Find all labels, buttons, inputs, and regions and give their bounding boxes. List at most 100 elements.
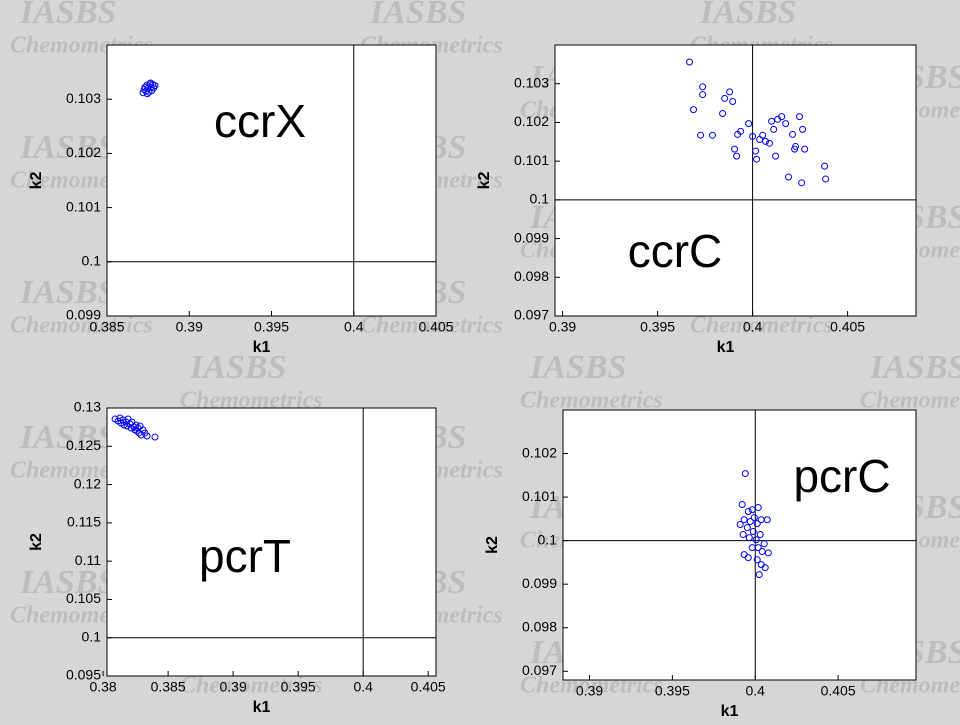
- annotation: pcrC: [793, 450, 890, 502]
- point: [719, 110, 727, 118]
- x-tick-label: 0.395: [281, 679, 316, 695]
- point: [690, 106, 698, 114]
- y-tick-label: 0.098: [514, 268, 549, 284]
- point: [753, 556, 761, 564]
- point: [801, 145, 809, 153]
- point: [749, 132, 757, 140]
- point: [759, 131, 767, 139]
- watermark-title: IASBS: [529, 349, 626, 386]
- x-tick-label: 0.4: [344, 319, 364, 335]
- y-axis-label: k2: [28, 172, 45, 190]
- point: [761, 564, 769, 572]
- x-axis-label: k1: [253, 339, 271, 356]
- watermark-subtitle: Chemometrics: [690, 313, 833, 339]
- point: [740, 516, 748, 524]
- point: [147, 79, 155, 87]
- y-axis-label: k2: [484, 536, 501, 554]
- x-tick-label: 0.395: [254, 319, 289, 335]
- point: [760, 540, 768, 548]
- point: [697, 131, 705, 139]
- x-tick-label: 0.395: [640, 319, 675, 335]
- y-axis-label: k2: [476, 172, 493, 190]
- point: [796, 113, 804, 121]
- point: [792, 142, 800, 150]
- annotation: ccrX: [214, 95, 306, 147]
- point: [749, 528, 757, 535]
- point: [770, 125, 778, 133]
- point: [699, 91, 707, 99]
- point: [789, 130, 796, 138]
- point: [768, 117, 776, 125]
- x-tick-label: 0.4: [353, 679, 373, 695]
- x-tick-label: 0.4: [743, 319, 763, 335]
- point: [733, 152, 741, 160]
- point: [743, 524, 751, 532]
- y-tick-label: 0.101: [66, 198, 101, 214]
- point: [798, 179, 806, 187]
- point: [744, 554, 752, 562]
- point: [151, 433, 159, 441]
- plot-area: [106, 44, 437, 317]
- x-tick-label: 0.385: [89, 319, 124, 335]
- y-tick-label: 0.1: [82, 253, 102, 269]
- watermark-title: IASBS: [369, 0, 466, 31]
- point: [748, 506, 756, 514]
- x-axis-label: k1: [253, 699, 271, 716]
- point: [752, 147, 760, 155]
- x-tick-label: 0.4: [746, 683, 766, 699]
- watermark-title: IASBS: [19, 564, 116, 601]
- point: [721, 94, 729, 102]
- y-tick-label: 0.095: [66, 667, 101, 683]
- x-tick-label: 0.405: [411, 679, 446, 695]
- watermark-title: IASBS: [19, 0, 116, 31]
- point: [778, 113, 786, 121]
- watermark-subtitle: Chemometrics: [180, 673, 323, 699]
- y-tick-label: 0.098: [522, 618, 557, 634]
- y-tick-label: 0.099: [522, 575, 557, 591]
- point: [763, 516, 771, 524]
- y-tick-label: 0.12: [74, 475, 101, 491]
- plot-area: [106, 407, 437, 677]
- y-tick-label: 0.102: [522, 444, 557, 460]
- point: [709, 131, 717, 139]
- y-tick-label: 0.125: [66, 437, 101, 453]
- point: [750, 514, 758, 522]
- y-tick-label: 0.103: [66, 90, 101, 106]
- y-tick-label: 0.115: [67, 514, 101, 530]
- watermark-subtitle: Chemometrics: [10, 313, 153, 339]
- y-tick-label: 0.1: [82, 628, 102, 644]
- point: [699, 83, 707, 91]
- x-tick-label: 0.39: [576, 683, 603, 699]
- point: [746, 517, 754, 525]
- y-tick-label: 0.101: [522, 488, 557, 504]
- point: [821, 162, 829, 170]
- point: [143, 90, 151, 98]
- point: [745, 534, 753, 542]
- watermark-title: IASBS: [19, 274, 116, 311]
- point: [736, 521, 744, 529]
- y-tick-label: 0.103: [514, 74, 549, 90]
- point: [754, 544, 762, 552]
- point: [686, 58, 694, 66]
- y-tick-label: 0.105: [66, 590, 101, 606]
- point: [766, 139, 774, 147]
- y-tick-label: 0.097: [514, 307, 549, 323]
- x-axis-label: k1: [721, 703, 739, 720]
- point: [739, 531, 747, 539]
- x-tick-label: 0.405: [418, 319, 453, 335]
- y-tick-label: 0.099: [514, 229, 549, 245]
- point: [756, 531, 764, 539]
- y-tick-label: 0.11: [75, 552, 101, 568]
- x-tick-label: 0.385: [151, 679, 186, 695]
- point: [822, 175, 830, 183]
- point: [744, 507, 752, 515]
- point: [738, 501, 746, 508]
- plot-area: [554, 44, 917, 317]
- watermark-subtitle: Chemometrics: [520, 388, 663, 414]
- point: [772, 152, 780, 160]
- point: [729, 98, 737, 106]
- point: [741, 470, 749, 478]
- watermark-title: IASBS: [189, 349, 286, 386]
- annotation: pcrT: [199, 530, 291, 582]
